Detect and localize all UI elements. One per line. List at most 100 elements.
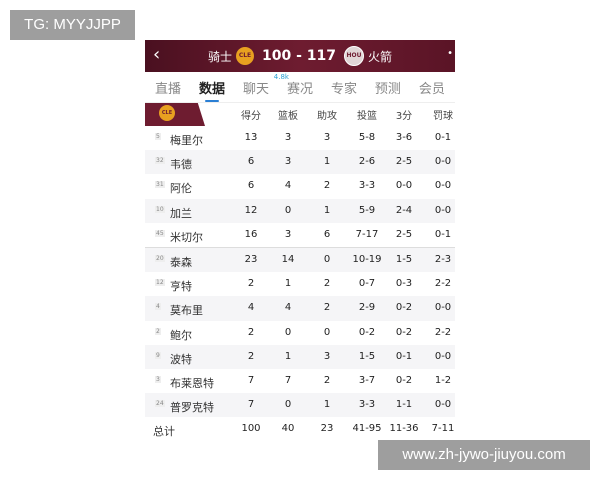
table-row[interactable]: 5 梅里尔 13 3 3 5-8 3-6 0-1	[145, 126, 455, 150]
tab-label: 专家	[330, 81, 357, 97]
stat-cell: 0-1	[434, 228, 452, 240]
stat-cell: 2	[323, 302, 331, 314]
stat-cell: 0-1	[434, 132, 452, 143]
stat-cell: 0	[284, 399, 292, 411]
stat-cell: 1-5	[358, 350, 376, 362]
stat-cell: 7	[247, 374, 255, 386]
stat-cell: 0-0	[434, 156, 452, 168]
tab-1[interactable]: 数据	[199, 78, 225, 102]
stat-cell: 2	[247, 326, 255, 338]
stat-cell: 1-1	[395, 399, 413, 411]
stat-cell: 11-36	[389, 423, 419, 435]
stat-cell: 2	[323, 278, 331, 290]
away-team-logo: HOU	[344, 46, 364, 66]
column-header: 3分	[395, 111, 413, 122]
table-row[interactable]: 24 普罗克特 7 0 1 3-3 1-1 0-0	[145, 393, 455, 418]
home-team-logo: CLE	[235, 47, 254, 65]
column-header: 篮板	[278, 111, 298, 122]
total-row[interactable]: 总计 100 40 23 41-95 11-36 7-11	[145, 417, 455, 440]
tab-4[interactable]: 专家	[331, 78, 357, 97]
tab-6[interactable]: 会员	[419, 78, 445, 97]
stat-cell: 3-6	[395, 132, 413, 143]
stat-cell: 7	[284, 374, 292, 386]
more-icon[interactable]: •	[447, 48, 453, 59]
jersey-number: 20	[155, 254, 165, 262]
watermark-bottom-right: www.zh-jywo-jiuyou.com	[378, 440, 590, 470]
app-screen: ‹ 骑士 CLE 100 - 117 HOU 火箭 • 直播 数据 聊天 4.8k 赛况…	[145, 40, 455, 440]
stat-cell: 23	[320, 423, 334, 435]
back-icon[interactable]: ‹	[153, 44, 161, 65]
jersey-number: 45	[155, 229, 165, 237]
table-row[interactable]: 20 泰森 23 14 0 10-19 1-5 2-3	[145, 247, 455, 273]
stat-cell: 2-2	[434, 278, 452, 290]
stat-cell: 5-9	[358, 204, 376, 216]
stat-cell: 3-3	[358, 399, 376, 411]
table-row[interactable]: 2 鲍尔 2 0 0 0-2 0-2 2-2	[145, 321, 455, 345]
stat-cell: 2-4	[395, 204, 413, 216]
stat-cell: 40	[281, 423, 295, 435]
game-score: 100 - 117	[261, 48, 336, 64]
player-name: 莫布里	[170, 304, 203, 318]
stat-cell: 1	[284, 350, 292, 362]
stat-cell: 12	[244, 204, 258, 216]
jersey-number: 3	[155, 375, 161, 383]
table-row[interactable]: 12 亨特 2 1 2 0-7 0-3 2-2	[145, 272, 455, 296]
stat-cell: 5-8	[358, 132, 376, 143]
stat-cell: 0-7	[358, 278, 376, 290]
stat-cell: 2-5	[395, 156, 413, 168]
player-name: 加兰	[170, 206, 192, 220]
stat-cell: 4	[284, 180, 292, 192]
table-row[interactable]: 3 布莱恩特 7 7 2 3-7 0-2 1-2	[145, 369, 455, 393]
tab-0[interactable]: 直播	[155, 78, 181, 97]
jersey-number: 4	[155, 303, 161, 311]
table-row[interactable]: 10 加兰 12 0 1 5-9 2-4 0-0	[145, 198, 455, 223]
stat-cell: 10-19	[352, 253, 382, 265]
player-name: 波特	[170, 352, 192, 366]
stat-cell: 0-0	[434, 302, 452, 314]
table-row[interactable]: 45 米切尔 16 3 6 7-17 2-5 0-1	[145, 223, 455, 248]
stat-cell: 3	[284, 156, 292, 168]
tab-3[interactable]: 赛况	[287, 78, 313, 97]
player-name: 米切尔	[170, 230, 203, 244]
jersey-number: 10	[155, 205, 165, 213]
stat-cell: 14	[281, 253, 295, 265]
stat-cell: 2	[247, 350, 255, 362]
table-row[interactable]: 31 阿伦 6 4 2 3-3 0-0 0-0	[145, 174, 455, 198]
player-name: 泰森	[170, 255, 192, 269]
stat-cell: 6	[247, 156, 255, 168]
jersey-number: 2	[155, 327, 161, 335]
stat-cell: 1	[323, 156, 331, 168]
stat-cell: 0-0	[434, 399, 452, 411]
tab-label: 聊天	[242, 81, 269, 97]
tab-5[interactable]: 预测	[375, 78, 401, 97]
stat-cell: 4	[284, 302, 292, 314]
stat-cell: 7-17	[355, 228, 379, 240]
jersey-number: 32	[155, 157, 165, 165]
tab-2[interactable]: 聊天 4.8k	[242, 73, 289, 97]
stat-cell: 1	[323, 204, 331, 216]
player-name: 梅里尔	[170, 134, 203, 147]
stat-cell: 1-5	[395, 253, 413, 265]
table-row[interactable]: 9 波特 2 1 3 1-5 0-1 0-0	[145, 344, 455, 369]
player-name: 布莱恩特	[170, 376, 214, 390]
stat-cell: 3-3	[358, 180, 376, 192]
stat-cell: 16	[244, 228, 258, 240]
stat-cell: 2-6	[358, 156, 376, 168]
stat-cell: 3	[323, 132, 331, 143]
stat-cell: 1	[323, 399, 331, 411]
table-header: CLE 得分 篮板 助攻 投篮 3分 罚球	[145, 103, 455, 126]
total-label: 总计	[153, 425, 175, 439]
tab-badge: 4.8k	[273, 72, 289, 81]
team-tab[interactable]: CLE	[145, 103, 205, 126]
table-row[interactable]: 4 莫布里 4 4 2 2-9 0-2 0-0	[145, 296, 455, 321]
stat-cell: 0	[284, 204, 292, 216]
player-name: 阿伦	[170, 182, 192, 196]
stat-cell: 3-7	[358, 374, 376, 386]
stat-cell: 2	[323, 374, 331, 386]
stat-cell: 2-9	[358, 302, 376, 314]
column-header: 投篮	[357, 111, 377, 122]
stat-cell: 0-2	[395, 302, 413, 314]
table-row[interactable]: 32 韦德 6 3 1 2-6 2-5 0-0	[145, 150, 455, 175]
tab-label: 会员	[418, 81, 445, 97]
stat-cell: 0	[323, 253, 331, 265]
